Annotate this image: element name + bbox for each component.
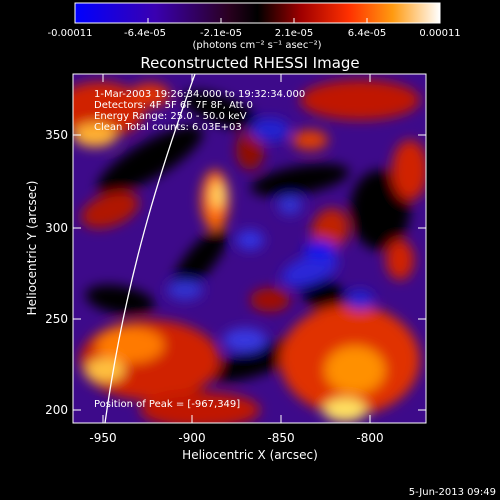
image-feature xyxy=(85,284,155,316)
image-feature xyxy=(130,83,170,107)
image-feature xyxy=(323,398,367,422)
y-ticks xyxy=(73,134,426,411)
image-feature xyxy=(281,253,339,287)
plot-title: Reconstructed RHESSI Image xyxy=(140,54,359,72)
info-line: Clean Total counts: 6.03E+03 xyxy=(94,122,242,133)
image-feature xyxy=(250,163,350,197)
image-feature xyxy=(250,288,290,312)
image-feature xyxy=(325,346,385,394)
info-line: Energy Range: 25.0 - 50.0 keV xyxy=(94,111,247,122)
image-feature xyxy=(210,181,226,209)
image-feature xyxy=(172,228,228,292)
image-feature xyxy=(250,118,290,142)
y-tick-label: 250 xyxy=(45,312,68,326)
image-feature xyxy=(236,130,264,170)
image-feature xyxy=(350,170,410,250)
y-tick-label: 300 xyxy=(45,221,68,235)
x-tick-labels: -950 -900 -850 -800 xyxy=(89,431,383,445)
rhessi-image xyxy=(73,74,426,423)
plot-frame xyxy=(72,73,427,424)
image-feature xyxy=(304,240,336,260)
x-ticks xyxy=(102,74,371,423)
y-axis-label: Heliocentric Y (arcsec) xyxy=(25,181,39,316)
image-feature xyxy=(81,191,139,229)
info-line: 1-Mar-2003 19:26:34.000 to 19:32:34.000 xyxy=(94,89,305,100)
y-tick-labels: 200 250 300 350 xyxy=(45,128,68,417)
image-feature xyxy=(96,327,164,363)
x-tick-label: -850 xyxy=(267,431,294,445)
colorbar-tick-label: 0.00011 xyxy=(419,28,460,39)
image-feature xyxy=(182,91,258,129)
colorbar-tick-labels: -0.00011 -6.4e-05 -2.1e-05 2.1e-05 6.4e-… xyxy=(48,28,461,39)
peak-position: Position of Peak = [-967,349] xyxy=(94,399,240,410)
image-feature xyxy=(73,123,117,147)
colorbar-tick-label: -2.1e-05 xyxy=(200,28,242,39)
image-feature xyxy=(236,230,264,250)
colorbar-units: (photons cm⁻² s⁻¹ asec⁻²) xyxy=(192,40,321,51)
y-tick-label: 350 xyxy=(45,128,68,142)
image-feature xyxy=(346,290,374,310)
image-feature xyxy=(223,328,267,352)
solar-limb xyxy=(104,74,196,423)
info-line: Detectors: 4F 5F 6F 7F 8F, Att 0 xyxy=(94,100,253,111)
image-feature xyxy=(167,280,203,300)
x-tick-label: -800 xyxy=(356,431,383,445)
image-feature xyxy=(85,358,125,382)
image-feature xyxy=(140,392,260,423)
image-feature xyxy=(392,140,426,200)
image-feature xyxy=(292,130,328,150)
colorbar-tick-label: 2.1e-05 xyxy=(275,28,313,39)
x-tick-label: -900 xyxy=(178,431,205,445)
image-feature xyxy=(278,195,302,215)
colorbar xyxy=(74,2,441,24)
image-info: 1-Mar-2003 19:26:34.000 to 19:32:34.000 … xyxy=(94,89,305,133)
x-axis-label: Heliocentric X (arcsec) xyxy=(182,448,318,462)
x-tick-label: -950 xyxy=(89,431,116,445)
y-tick-label: 200 xyxy=(45,403,68,417)
colorbar-tick-label: -0.00011 xyxy=(48,28,93,39)
colorbar-tick-label: -6.4e-05 xyxy=(124,28,166,39)
timestamp: 5-Jun-2013 09:49 xyxy=(409,487,496,498)
image-feature xyxy=(97,126,203,194)
colorbar-ticks xyxy=(74,18,441,23)
colorbar-tick-label: 6.4e-05 xyxy=(348,28,386,39)
image-feature xyxy=(386,240,414,280)
image-feature xyxy=(300,80,420,120)
